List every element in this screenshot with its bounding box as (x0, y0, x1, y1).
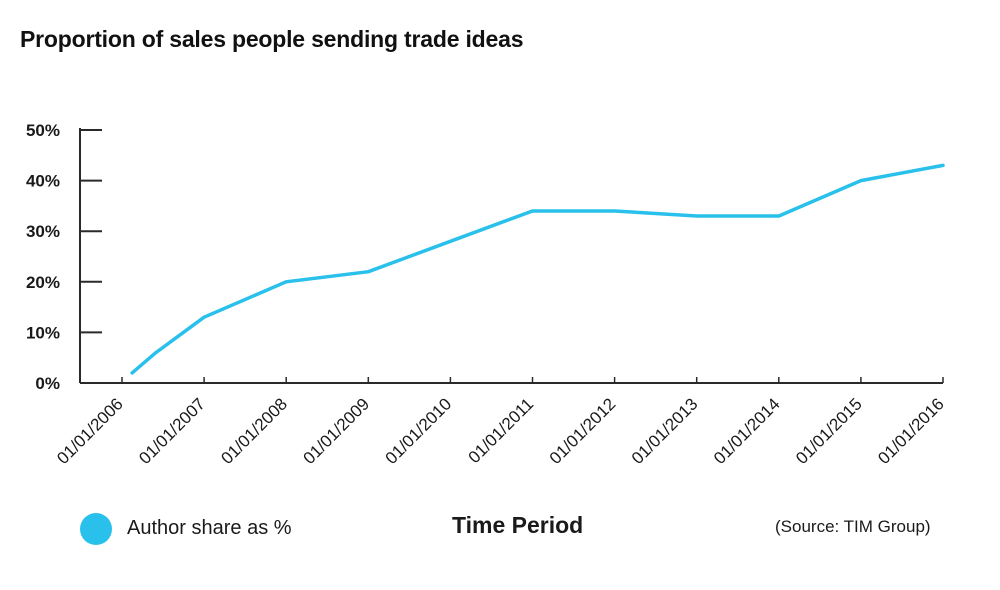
x-axis-title: Time Period (452, 512, 584, 538)
x-tick-label: 01/01/2016 (874, 394, 948, 468)
chart-title: Proportion of sales people sending trade… (20, 26, 524, 52)
y-tick-label: 30% (26, 222, 60, 241)
x-tick-label: 01/01/2008 (217, 394, 291, 468)
x-tick-labels: 01/01/2006 01/01/2007 01/01/2008 01/01/2009… (53, 394, 948, 468)
x-tick-label: 01/01/2013 (628, 394, 702, 468)
axes (79, 128, 943, 384)
x-tick-label: 01/01/2010 (382, 394, 456, 468)
y-tick-label: 50% (26, 121, 60, 140)
x-tick-label: 01/01/2015 (792, 394, 866, 468)
y-tick-label: 20% (26, 273, 60, 292)
x-tick-label: 01/01/2007 (135, 394, 209, 468)
series-lines (130, 163, 945, 375)
series-line (130, 163, 945, 375)
x-tick-label: 01/01/2009 (300, 394, 374, 468)
x-tick-label: 01/01/2014 (710, 394, 784, 468)
legend-label: Author share as % (127, 517, 292, 539)
tick-marks (80, 129, 944, 384)
x-tick-label: 01/01/2011 (465, 394, 538, 467)
x-tick-label: 01/01/2006 (53, 394, 127, 468)
y-tick-labels: 0% 10% 20% 30% 40% 50% (26, 121, 60, 393)
y-tick-label: 0% (35, 374, 60, 393)
y-tick-label: 40% (26, 172, 60, 191)
legend-swatch-icon (80, 513, 112, 545)
y-tick-label: 10% (26, 323, 60, 342)
source-note: (Source: TIM Group) (775, 517, 931, 536)
x-tick-label: 01/01/2012 (546, 394, 620, 468)
